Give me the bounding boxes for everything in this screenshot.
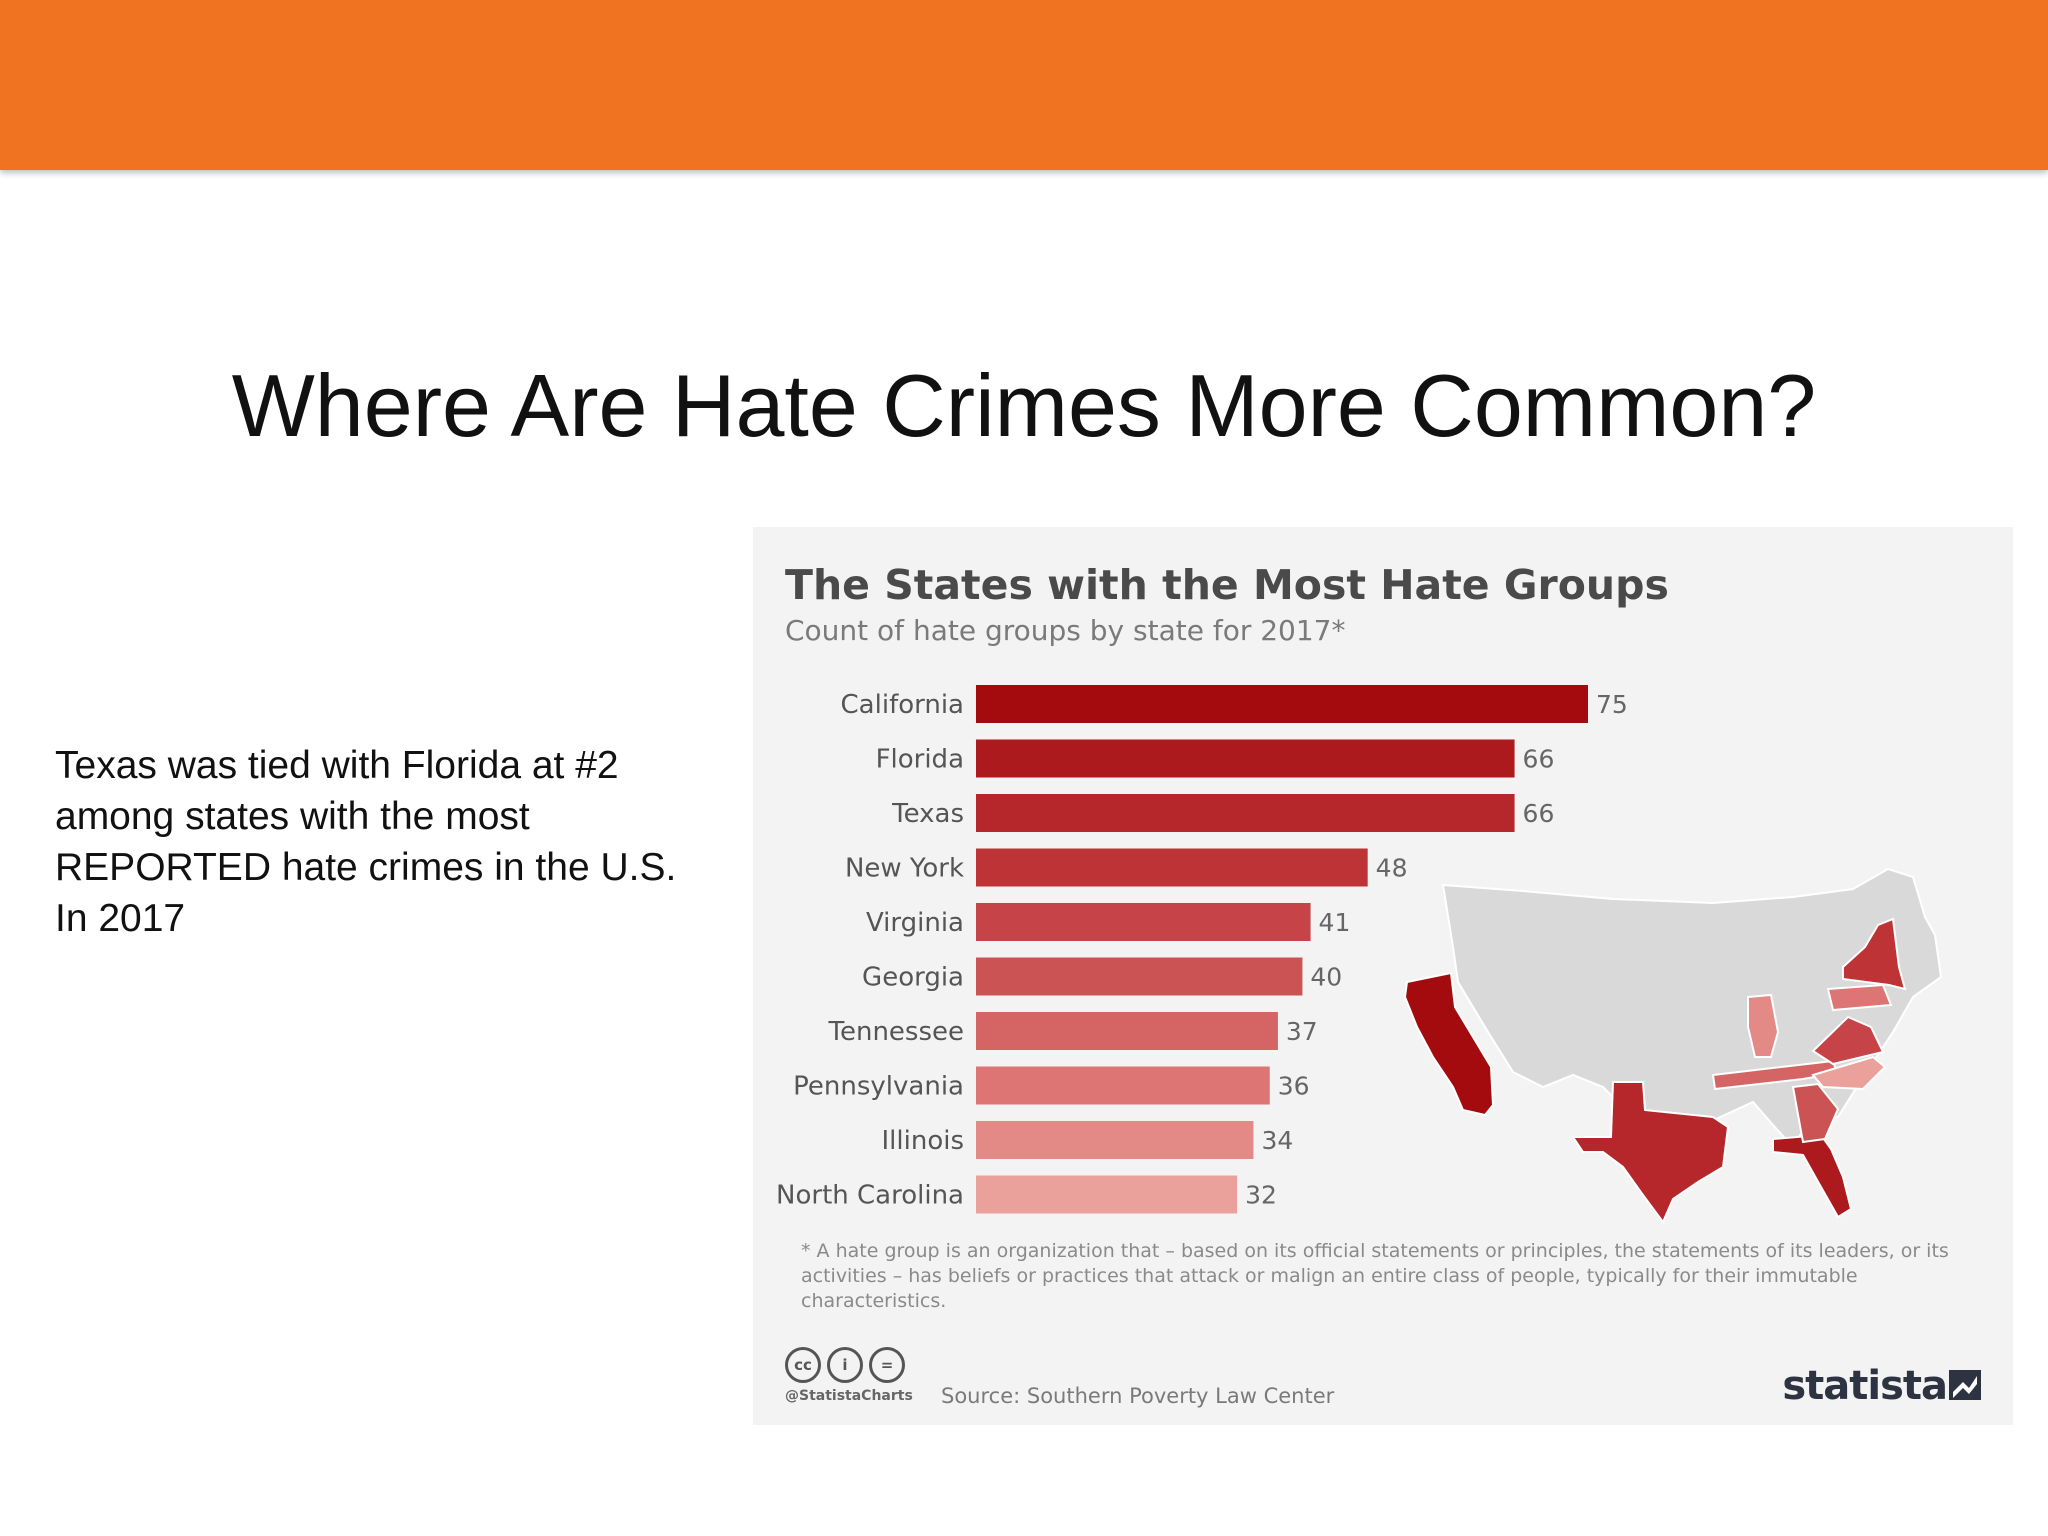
category-label-tennessee: Tennessee [828,1017,965,1047]
statista-logo-icon [1949,1370,1981,1400]
bar-tennessee [976,1012,1278,1050]
category-label-georgia: Georgia [862,963,964,993]
statista-logo-text: statista [1782,1363,1948,1409]
chart-card: The States with the Most Hate Groups Cou… [753,527,2013,1425]
us-map-new-york [1842,917,1907,991]
us-map-pennsylvania [1826,983,1893,1012]
us-map-illustration [1403,867,1943,1224]
value-label-florida: 66 [1523,745,1555,774]
slide-body-text: Texas was tied with Florida at #2 among … [55,740,755,944]
value-label-texas: 66 [1523,799,1555,828]
statista-handle: @StatistaCharts [785,1388,913,1404]
bar-virginia [976,903,1311,941]
bar-pennsylvania [976,1066,1270,1105]
license-icons: cc i = [785,1347,911,1383]
chart-source: Source: Southern Poverty Law Center [941,1384,1335,1408]
category-label-new-york: New York [845,854,964,884]
bar-north-carolina [976,1175,1238,1214]
category-label-california: California [841,690,964,720]
value-label-georgia: 40 [1310,963,1342,992]
body-line-3: REPORTED hate crimes in the U.S. [55,846,677,889]
value-label-new-york: 48 [1376,854,1408,883]
us-map-texas [1571,1081,1730,1224]
bar-texas [976,794,1515,832]
body-line-1: Texas was tied with Florida at #2 [55,744,619,787]
value-label-california: 75 [1596,690,1628,719]
us-map-florida [1772,1133,1853,1219]
bar-california [976,685,1588,723]
category-label-north-carolina: North Carolina [776,1181,964,1211]
bar-florida [976,739,1515,778]
cc-icon: cc [785,1347,821,1383]
body-line-4: In 2017 [55,897,186,940]
chart-footnote: * A hate group is an organization that –… [801,1240,1949,1312]
bar-illinois [976,1121,1254,1159]
us-map-north-carolina [1811,1055,1887,1091]
body-line-2: among states with the most [55,795,530,838]
slide-title: Where Are Hate Crimes More Common? [231,356,1817,455]
category-label-texas: Texas [891,799,964,829]
bar-chart: California 75 Florida 66 Texas 66 New York 48 Vi… [776,685,1943,1224]
value-label-north-carolina: 32 [1245,1181,1277,1210]
orange-header-bar [0,0,2048,170]
chart-subtitle: Count of hate groups by state for 2017* [785,614,1346,647]
category-label-florida: Florida [876,745,964,775]
category-label-virginia: Virginia [866,908,964,938]
attribution-icon: i [827,1347,863,1383]
bars-layer: California 75 Florida 66 Texas 66 New York 48 Vi… [776,685,1628,1214]
category-label-illinois: Illinois [882,1126,965,1156]
us-map-illinois [1747,993,1780,1058]
value-label-illinois: 34 [1261,1126,1293,1155]
us-map-california [1403,971,1495,1117]
us-map-georgia [1791,1082,1840,1144]
bar-georgia [976,957,1303,996]
bar-new-york [976,848,1368,887]
value-label-pennsylvania: 36 [1278,1072,1310,1101]
us-map-virginia [1811,1015,1885,1066]
value-label-tennessee: 37 [1286,1017,1318,1046]
value-label-virginia: 41 [1319,908,1351,937]
category-label-pennsylvania: Pennsylvania [793,1072,964,1102]
chart-title: The States with the Most Hate Groups [785,561,1669,609]
no-derivatives-icon: = [869,1347,905,1383]
